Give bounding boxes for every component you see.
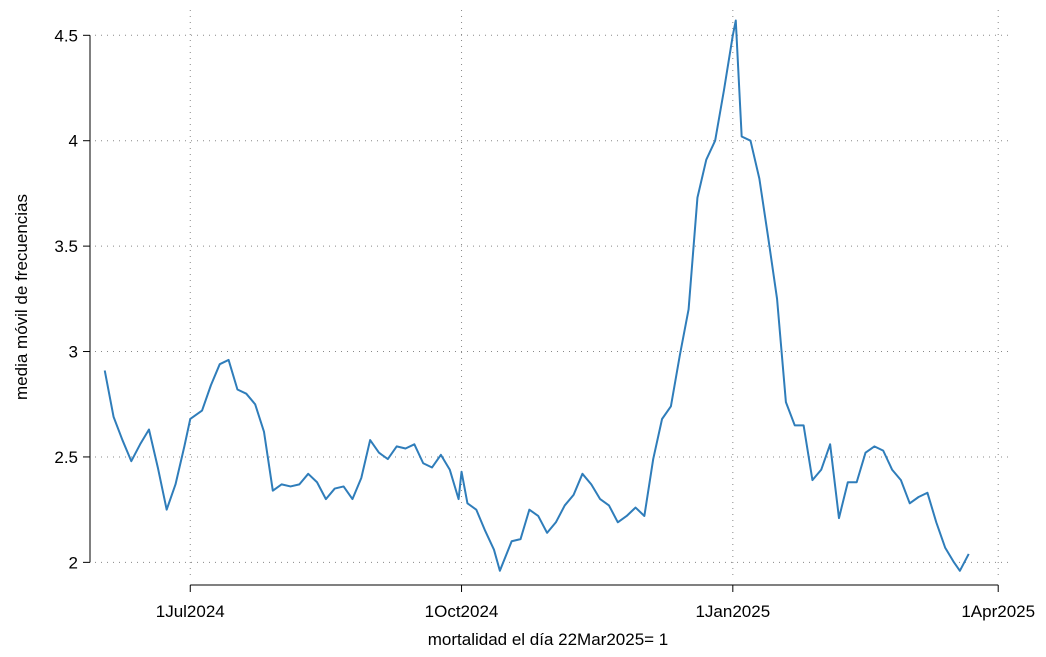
y-axis-title: media móvil de frecuencias: [12, 194, 31, 400]
y-tick-label: 3: [69, 343, 78, 362]
y-tick-label: 2: [69, 553, 78, 572]
y-tick-label: 2.5: [54, 448, 78, 467]
x-axis-title: mortalidad el día 22Mar2025= 1: [428, 630, 669, 649]
data-line: [103, 19, 970, 572]
x-tick-label: 1Oct2024: [425, 602, 499, 621]
y-tick-label: 3.5: [54, 237, 78, 256]
x-tick-label: 1Apr2025: [961, 602, 1035, 621]
x-tick-label: 1Jul2024: [156, 602, 225, 621]
x-tick-label: 1Jan2025: [695, 602, 770, 621]
y-tick-label: 4: [69, 132, 78, 151]
y-tick-label: 4.5: [54, 26, 78, 45]
